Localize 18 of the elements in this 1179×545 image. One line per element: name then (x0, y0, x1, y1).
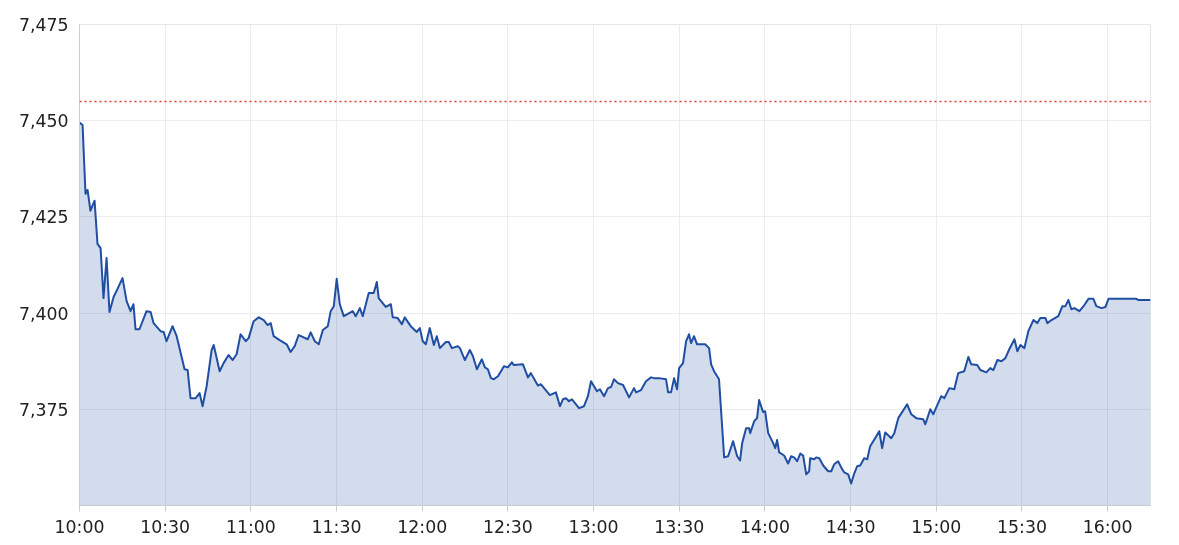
x-tick-label: 15:00 (911, 516, 962, 537)
y-tick-label: 7,475 (18, 15, 69, 35)
y-tick-label: 7,400 (18, 303, 69, 324)
x-tick-label: 12:30 (482, 516, 533, 537)
y-tick-label: 7,425 (18, 207, 69, 228)
x-tick-label: 13:30 (654, 516, 705, 537)
x-tick-label: 14:00 (739, 516, 790, 537)
x-tick-label: 15:30 (997, 516, 1047, 537)
x-tick-label: 12:00 (397, 516, 448, 537)
y-tick-label: 7,450 (18, 111, 69, 132)
x-tick-label: 11:30 (311, 516, 362, 537)
x-tick-label: 10:30 (140, 516, 191, 537)
x-tick-label: 14:30 (825, 516, 876, 537)
x-tick-label: 16:00 (1082, 516, 1133, 537)
x-tick-label: 11:00 (225, 516, 276, 537)
x-tick-label: 10:00 (54, 516, 105, 537)
y-tick-label: 7,375 (18, 399, 69, 420)
x-tick-label: 13:00 (568, 516, 619, 537)
